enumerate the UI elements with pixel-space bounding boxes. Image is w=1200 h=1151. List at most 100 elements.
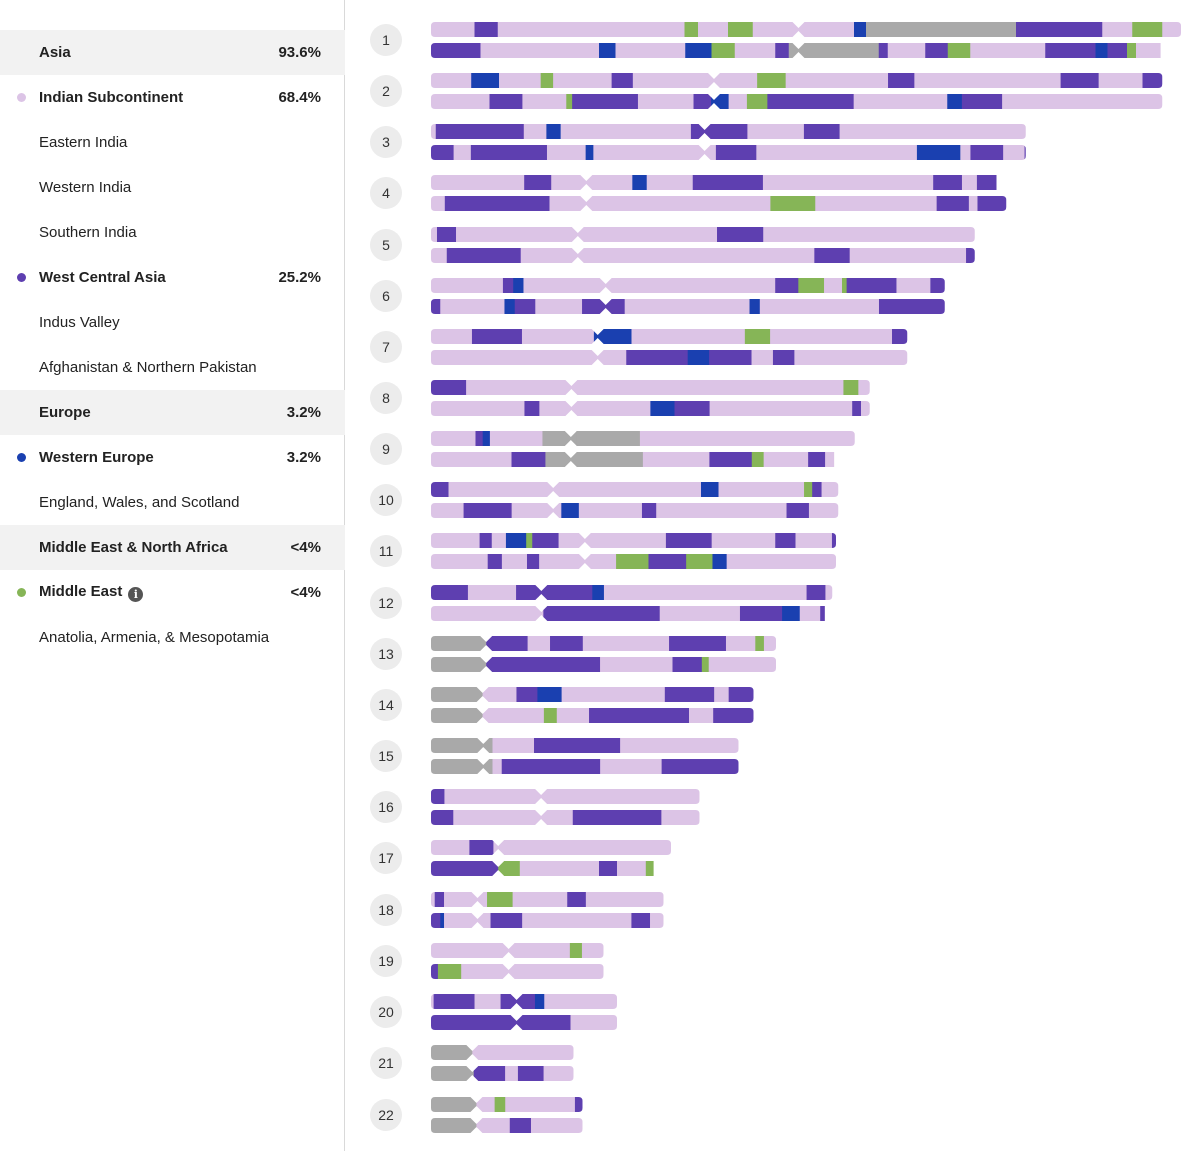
chromosome-3-copy-2[interactable] — [431, 145, 1049, 160]
chromosome-6-copy-2[interactable] — [431, 299, 945, 314]
chromosome-18[interactable]: 18 — [370, 892, 664, 928]
info-icon[interactable]: i — [128, 587, 144, 602]
chromosome-10-copy-1[interactable] — [431, 482, 839, 497]
chromosome-1-copy-1[interactable] — [431, 22, 1200, 37]
segment-indian-subcontinent — [726, 554, 836, 569]
chromosome-7-copy-1[interactable] — [431, 329, 908, 344]
chromosome-4-copy-2[interactable] — [431, 196, 1007, 211]
chromosome-20[interactable]: 20 — [370, 994, 618, 1030]
ancestry-row-europe[interactable]: Europe 3.2% — [0, 390, 345, 435]
ancestry-row-middle-east-and-north-africa[interactable]: Middle East & North Africa <4% — [0, 525, 345, 570]
ancestry-row-anatolia-armenia-and-mesopotamia[interactable]: Anatolia, Armenia, & Mesopotamia — [0, 615, 345, 660]
ancestry-row-england-wales-and-scotland[interactable]: England, Wales, and Scotland — [0, 480, 345, 525]
segment-indian-subcontinent — [1162, 22, 1181, 37]
segment-west-central-asia — [814, 248, 851, 263]
chromosome-11-copy-2[interactable] — [431, 554, 837, 569]
chromosome-7-copy-2[interactable] — [431, 350, 908, 365]
segment-west-central-asia — [692, 175, 764, 190]
chromosome-4-copy-1[interactable] — [431, 175, 997, 190]
chromosome-2[interactable]: 2 — [370, 73, 1163, 109]
chromosome-9[interactable]: 9 — [370, 431, 855, 467]
chromosome-20-copy-1[interactable] — [431, 994, 618, 1009]
segment-west-central-asia — [803, 124, 841, 139]
chromosome-22[interactable]: 22 — [370, 1097, 583, 1133]
segment-middle-east — [757, 73, 787, 88]
chromosome-14-copy-1[interactable] — [431, 687, 754, 702]
chromosome-15[interactable]: 15 — [370, 738, 739, 774]
chromosome-21-copy-2[interactable] — [431, 1066, 574, 1081]
chromosome-10[interactable]: 10 — [370, 482, 839, 518]
segment-west-central-asia — [589, 708, 690, 723]
chromosome-18-copy-1[interactable] — [431, 892, 664, 907]
chromosome-7[interactable]: 7 — [370, 329, 908, 365]
chromosome-22-copy-2[interactable] — [431, 1118, 583, 1133]
ancestry-row-indus-valley[interactable]: Indus Valley — [0, 300, 345, 345]
chromosome-14-copy-2[interactable] — [431, 708, 754, 723]
chromosome-8[interactable]: 8 — [370, 380, 870, 416]
chromosome-16-copy-1[interactable] — [431, 789, 700, 804]
chromosome-12[interactable]: 12 — [370, 585, 833, 621]
segment-west-central-asia — [470, 145, 548, 160]
chromosome-5-copy-1[interactable] — [431, 227, 975, 242]
ancestry-row-asia[interactable]: Asia 93.6% — [0, 30, 345, 75]
chromosome-1-copy-2[interactable] — [431, 43, 1161, 58]
segment-west-central-asia — [713, 708, 754, 723]
chromosome-9-copy-1[interactable] — [431, 431, 855, 446]
chromosome-22-copy-1[interactable] — [431, 1097, 583, 1112]
chromosome-8-copy-2[interactable] — [431, 401, 870, 416]
chromosome-3[interactable]: 3 — [370, 124, 1049, 160]
chromosome-5-copy-2[interactable] — [431, 248, 975, 263]
chromosome-2-copy-1[interactable] — [431, 73, 1163, 88]
ancestry-row-west-central-asia[interactable]: West Central Asia 25.2% — [0, 255, 345, 300]
chromosome-12-copy-2[interactable] — [431, 606, 825, 621]
chromosome-19-copy-1[interactable] — [431, 943, 604, 958]
chromosome-12-copy-1[interactable] — [431, 585, 833, 600]
chromosome-13-copy-2[interactable] — [431, 657, 777, 672]
chromosome-11[interactable]: 11 — [370, 533, 837, 569]
ancestry-row-western-europe[interactable]: Western Europe 3.2% — [0, 435, 345, 480]
segment-indian-subcontinent — [497, 22, 686, 37]
chromosome-10-copy-2[interactable] — [431, 503, 839, 518]
chromosome-16-copy-2[interactable] — [431, 810, 700, 825]
chromosome-18-copy-2[interactable] — [431, 913, 664, 928]
ancestry-row-eastern-india[interactable]: Eastern India — [0, 120, 345, 165]
chromosome-9-copy-2[interactable] — [431, 452, 835, 467]
segment-indian-subcontinent — [431, 606, 544, 621]
segment-west-central-asia — [486, 636, 529, 651]
ancestry-row-indian-subcontinent[interactable]: Indian Subcontinent 68.4% — [0, 75, 345, 120]
segment-west-central-asia — [431, 145, 455, 160]
ancestry-row-western-india[interactable]: Western India — [0, 165, 345, 210]
chromosome-17-copy-1[interactable] — [431, 840, 672, 855]
chromosome-20-copy-2[interactable] — [431, 1015, 618, 1030]
chromosome-8-copy-1[interactable] — [431, 380, 870, 395]
ancestry-row-middle-east[interactable]: Middle East i <4% — [0, 570, 345, 615]
chromosome-19[interactable]: 19 — [370, 943, 604, 979]
chromosome-13-copy-1[interactable] — [431, 636, 777, 651]
chromosome-number: 4 — [382, 185, 390, 201]
segment-indian-subcontinent — [970, 43, 1046, 58]
chromosome-19-copy-2[interactable] — [431, 964, 604, 979]
chromosome-21-copy-1[interactable] — [431, 1045, 574, 1060]
chromosome-13[interactable]: 13 — [370, 636, 777, 672]
chromosome-17-copy-2[interactable] — [431, 861, 654, 876]
segment-indian-subcontinent — [431, 943, 571, 958]
chromosome-1[interactable]: 1 — [370, 22, 1200, 58]
chromosome-5[interactable]: 5 — [370, 227, 975, 263]
segment-west-central-asia — [582, 299, 608, 314]
chromosome-15-copy-1[interactable] — [431, 738, 739, 753]
chromosome-11-copy-1[interactable] — [431, 533, 837, 548]
chromosome-16[interactable]: 16 — [370, 789, 700, 825]
segment-west-central-asia — [976, 175, 997, 190]
ancestry-row-southern-india[interactable]: Southern India — [0, 210, 345, 255]
chromosome-14[interactable]: 14 — [370, 687, 754, 723]
chromosome-21[interactable]: 21 — [370, 1045, 574, 1081]
chromosome-17[interactable]: 17 — [370, 840, 672, 876]
chromosome-4[interactable]: 4 — [370, 175, 1007, 211]
chromosome-3-copy-1[interactable] — [431, 124, 1026, 139]
chromosome-2-copy-2[interactable] — [431, 94, 1163, 109]
chromosome-6[interactable]: 6 — [370, 278, 945, 314]
chromosome-number-badge — [370, 689, 402, 721]
chromosome-15-copy-2[interactable] — [431, 759, 739, 774]
ancestry-row-afghanistan-and-northern-pakistan[interactable]: Afghanistan & Northern Pakistan — [0, 345, 345, 390]
chromosome-6-copy-1[interactable] — [431, 278, 945, 293]
